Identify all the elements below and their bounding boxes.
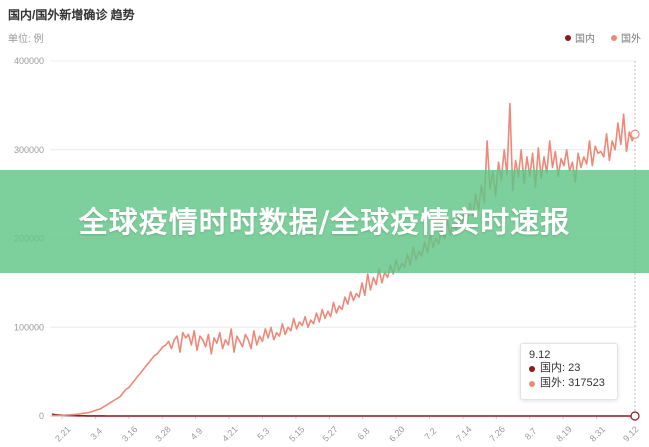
x-tick-label: 9.12 bbox=[621, 424, 640, 443]
legend-label: 国内 bbox=[575, 34, 595, 45]
x-tick-label: 3.4 bbox=[88, 426, 104, 442]
banner-text: 全球疫情时时数据/全球疫情实时速报 bbox=[78, 204, 571, 239]
y-tick-label: 300000 bbox=[14, 145, 44, 155]
x-tick-label: 8.19 bbox=[554, 424, 573, 443]
x-tick-label: 7.26 bbox=[487, 424, 506, 443]
y-tick-label: 400000 bbox=[14, 56, 44, 66]
series-endpoint-domestic bbox=[630, 411, 640, 421]
overlay-banner: 全球疫情时时数据/全球疫情实时速报 bbox=[0, 170, 649, 273]
x-tick-label: 8.7 bbox=[523, 426, 539, 442]
x-tick-label: 6.8 bbox=[356, 426, 372, 442]
series-line-domestic bbox=[51, 413, 635, 417]
tooltip-row-foreign: 国外: 317523 bbox=[529, 376, 617, 391]
chart-legend: 国内 国外 bbox=[565, 30, 641, 45]
chart-title: 国内/国外新增确诊 趋势 bbox=[8, 8, 135, 22]
tooltip-date: 9.12 bbox=[529, 349, 551, 361]
x-tick-label: 5.15 bbox=[287, 424, 306, 443]
legend-dot-icon bbox=[565, 34, 571, 41]
x-tick-label: 8.31 bbox=[588, 424, 607, 443]
legend-item-domestic[interactable]: 国内 bbox=[565, 30, 595, 45]
legend-item-foreign[interactable]: 国外 bbox=[611, 30, 641, 45]
series-line-foreign bbox=[51, 102, 636, 417]
legend-label: 国外 bbox=[621, 34, 641, 45]
x-tick-label: 3.16 bbox=[120, 424, 139, 443]
tooltip-dot-icon bbox=[529, 380, 535, 387]
series-endpoint-foreign bbox=[630, 129, 640, 139]
tooltip-row-domestic: 国内: 23 bbox=[529, 361, 617, 376]
tooltip-foreign-value: 国外: 317523 bbox=[540, 377, 605, 389]
x-tick-label: 6.20 bbox=[387, 424, 406, 443]
chart-tooltip: 9.12 国内: 23 国外: 317523 bbox=[520, 343, 618, 400]
x-tick-label: 4.9 bbox=[189, 426, 205, 442]
x-tick-label: 4.21 bbox=[220, 424, 239, 443]
y-tick-label: 0 bbox=[39, 411, 44, 421]
tooltip-domestic-value: 国内: 23 bbox=[540, 362, 581, 374]
x-tick-label: 2.21 bbox=[53, 424, 72, 443]
tooltip-dot-icon bbox=[529, 365, 535, 372]
x-tick-label: 3.28 bbox=[153, 424, 172, 443]
x-tick-label: 7.2 bbox=[422, 426, 438, 442]
x-tick-label: 5.27 bbox=[320, 424, 339, 443]
x-tick-label: 7.14 bbox=[454, 424, 473, 443]
x-tick-label: 5.3 bbox=[255, 426, 271, 442]
legend-dot-icon bbox=[611, 34, 617, 41]
y-tick-label: 100000 bbox=[14, 322, 44, 332]
y-axis-unit: 单位: 例 bbox=[8, 34, 44, 45]
